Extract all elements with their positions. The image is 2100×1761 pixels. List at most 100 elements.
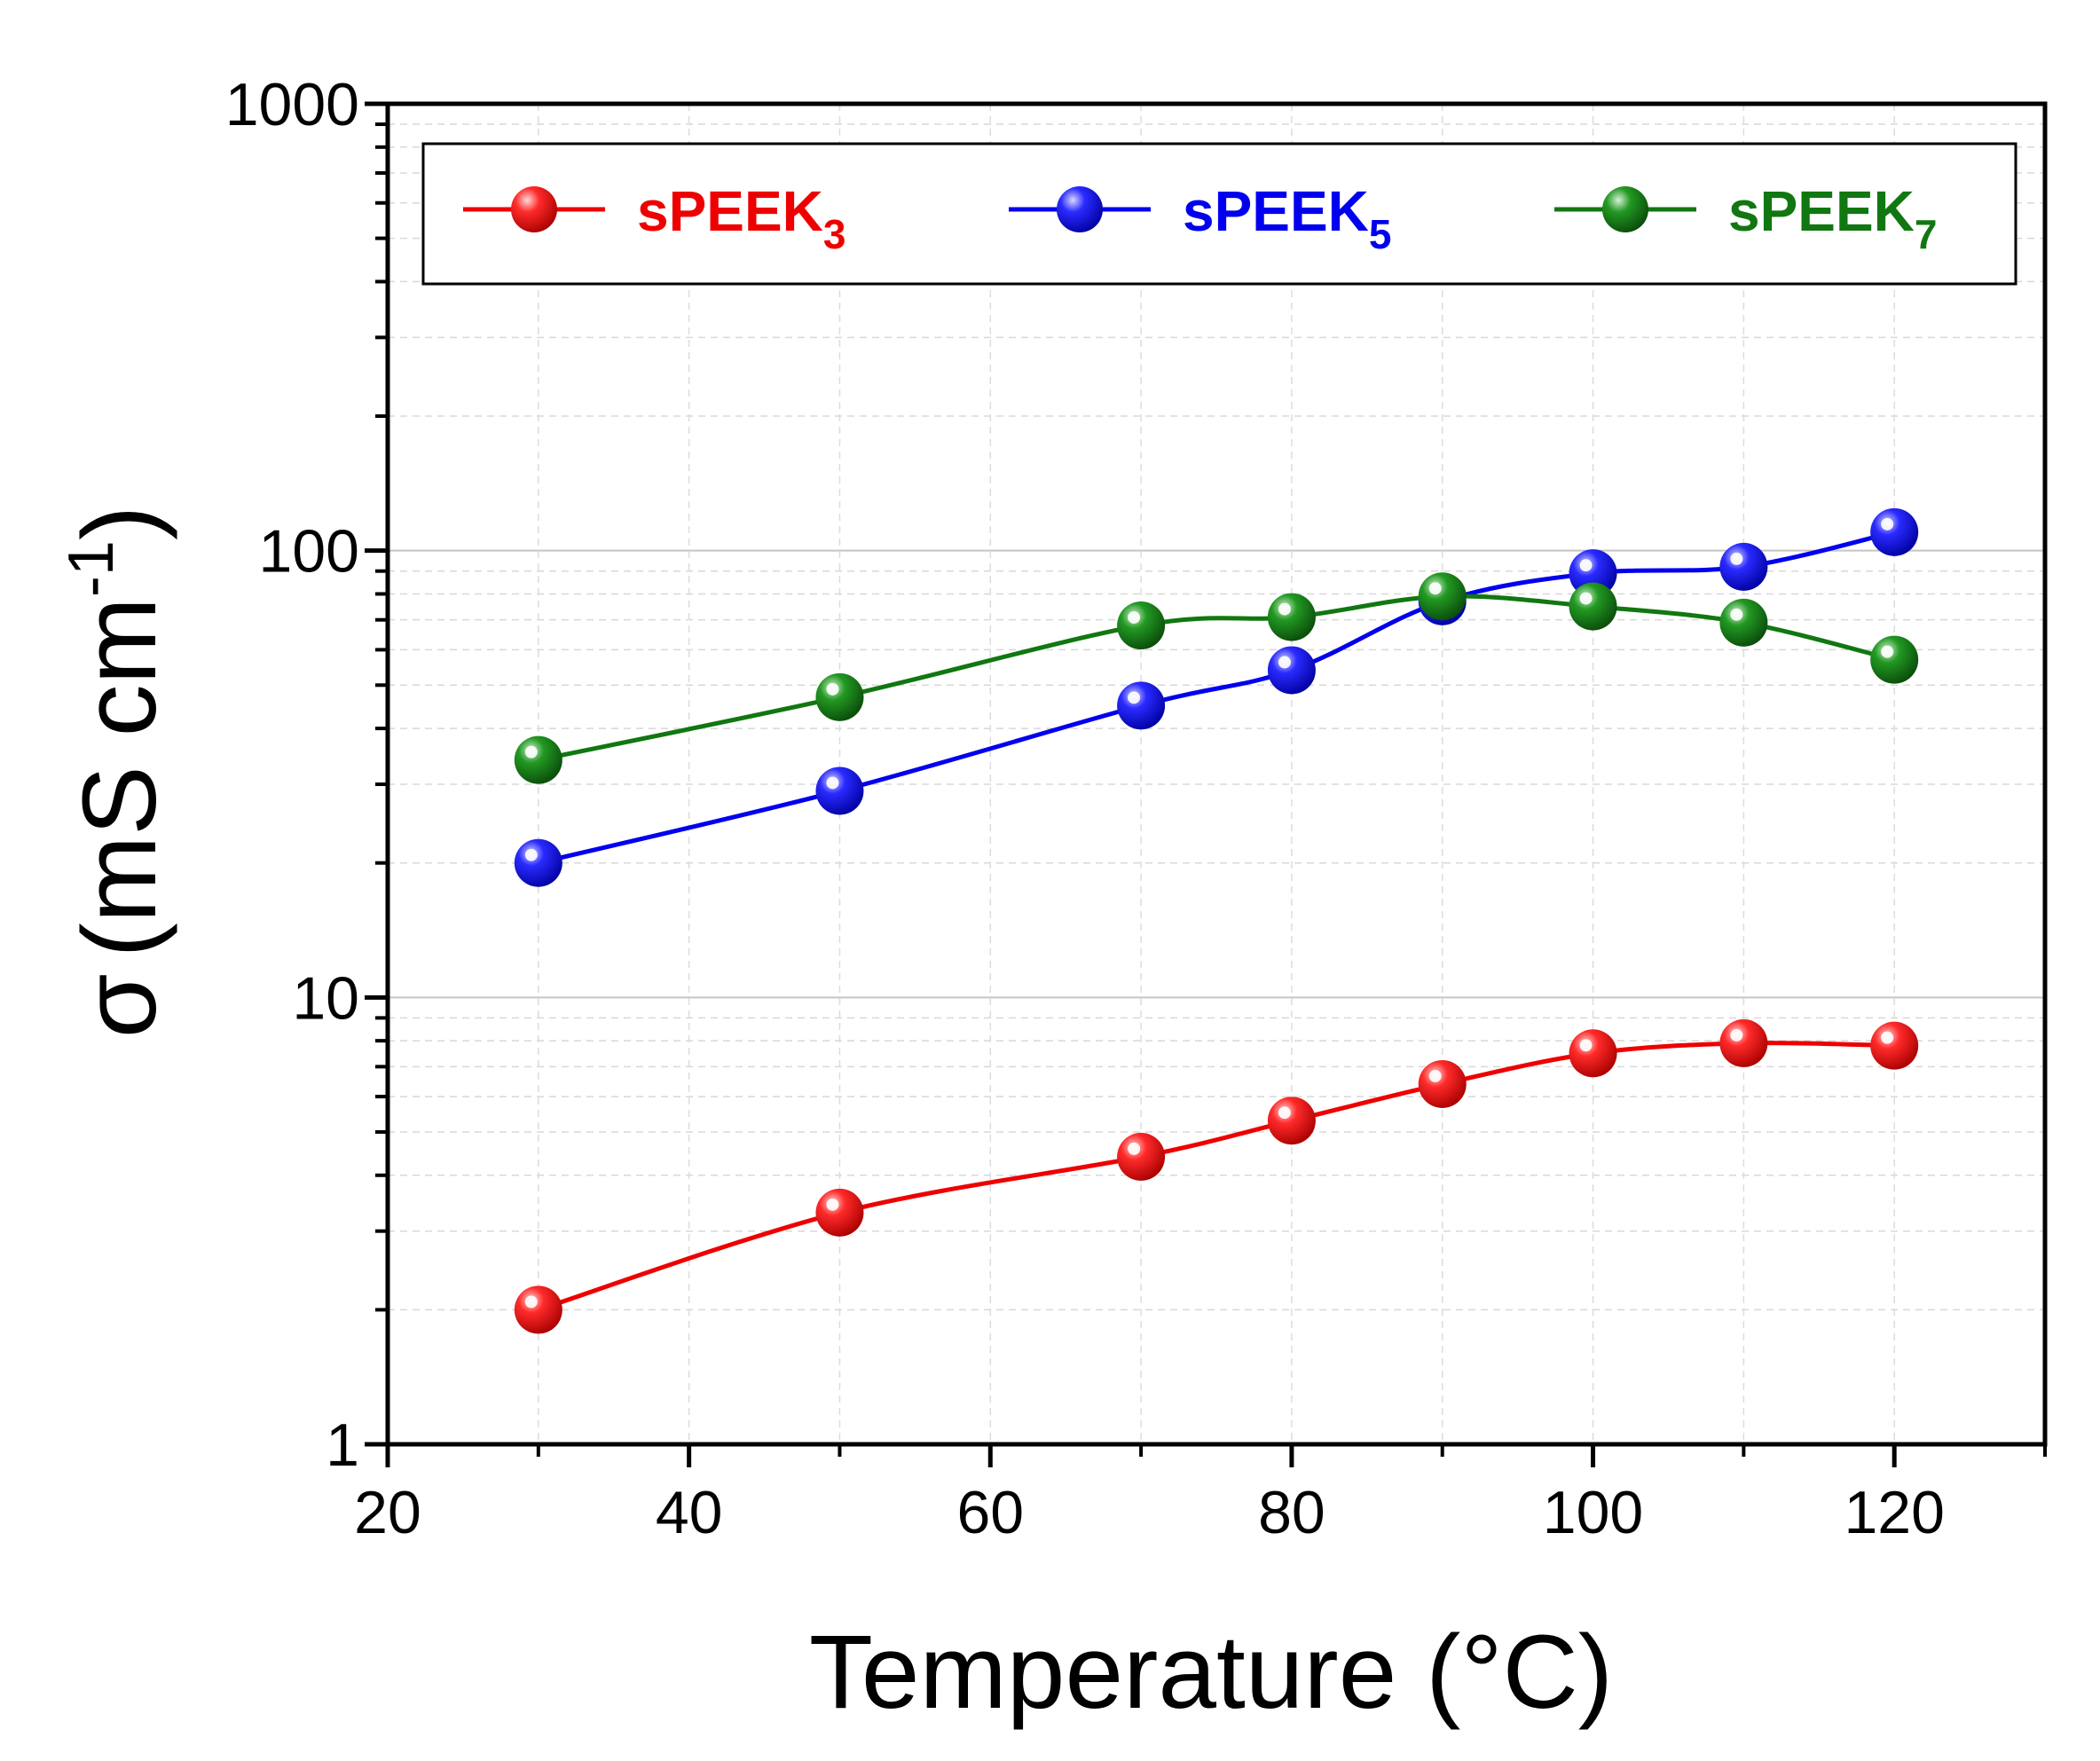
series-lines — [538, 530, 1895, 1312]
point-highlight — [1278, 656, 1291, 669]
legend: sPEEK3 sPEEK5 sPEEK7 — [421, 142, 2017, 286]
plot-frame — [385, 101, 2048, 1447]
point-highlight — [826, 776, 839, 790]
legend-entry-speek5: sPEEK5 — [1009, 179, 1391, 257]
point-marker — [1719, 598, 1768, 647]
point-marker — [514, 838, 562, 887]
point-marker — [1719, 542, 1768, 591]
data-point-speek3 — [514, 1285, 562, 1334]
data-point-speek7 — [1719, 598, 1768, 647]
x-axis-title: Temperature (°C) — [809, 1614, 1613, 1731]
point-highlight — [1730, 1028, 1743, 1042]
point-marker — [1569, 549, 1617, 598]
data-point-speek7 — [1267, 593, 1316, 641]
series-line-speek5 — [538, 530, 1895, 866]
point-highlight — [1128, 691, 1141, 704]
axes — [365, 101, 2048, 1467]
point-marker — [1267, 1097, 1316, 1145]
data-point-speek3 — [1569, 1029, 1617, 1078]
y-tick-label: 100 — [259, 518, 359, 586]
x-tick-label: 60 — [956, 1479, 1024, 1546]
point-highlight — [1579, 559, 1593, 572]
point-marker — [815, 1188, 864, 1237]
point-highlight — [1278, 602, 1291, 616]
data-point-speek5 — [514, 838, 562, 887]
legend-box — [421, 142, 2017, 286]
data-point-speek5 — [815, 767, 864, 815]
data-point-speek7 — [1870, 635, 1919, 684]
legend-label-speek5-base: sPEEK — [1183, 179, 1369, 243]
legend-label-speek7-sub: 7 — [1915, 211, 1938, 257]
point-marker — [1418, 572, 1467, 621]
x-tick-label: 40 — [656, 1479, 723, 1546]
data-point-speek7 — [514, 735, 562, 784]
point-marker — [514, 1285, 562, 1334]
point-highlight — [1881, 1031, 1894, 1044]
data-point-speek5 — [1569, 549, 1617, 598]
point-marker — [514, 735, 562, 784]
point-marker — [1870, 1021, 1919, 1070]
y-tick-label: 1000 — [225, 71, 359, 138]
point-highlight — [1579, 592, 1593, 605]
point-highlight — [826, 682, 839, 696]
y-axis-close-paren: ) — [61, 506, 178, 540]
legend-marker-speek5 — [1057, 186, 1103, 232]
point-highlight — [1730, 552, 1743, 565]
point-highlight — [524, 745, 538, 759]
point-highlight — [1730, 608, 1743, 621]
legend-label-speek5: sPEEK5 — [1183, 179, 1391, 257]
data-point-speek7 — [815, 672, 864, 721]
x-tick-label: 120 — [1844, 1479, 1944, 1546]
y-tick-label: 1 — [326, 1411, 359, 1479]
point-highlight — [826, 1198, 839, 1211]
legend-label-speek3: sPEEK3 — [637, 179, 846, 257]
data-point-speek3 — [1418, 1059, 1467, 1108]
point-marker — [1117, 681, 1166, 730]
x-tick-label: 100 — [1543, 1479, 1643, 1546]
point-highlight — [1128, 1142, 1141, 1155]
data-points — [514, 507, 1919, 1334]
point-marker — [1117, 1132, 1166, 1181]
data-point-speek3 — [815, 1188, 864, 1237]
series-line-speek3 — [538, 1041, 1895, 1312]
x-tick-label: 20 — [354, 1479, 421, 1546]
point-highlight — [524, 848, 538, 861]
legend-entry-speek7: sPEEK7 — [1554, 179, 1937, 257]
y-tick-label: 10 — [292, 964, 359, 1032]
legend-label-speek7-base: sPEEK — [1728, 179, 1915, 243]
point-marker — [815, 672, 864, 721]
point-marker — [1569, 582, 1617, 631]
data-point-speek5 — [1719, 542, 1768, 591]
legend-label-speek3-sub: 3 — [823, 211, 846, 257]
point-marker — [1870, 635, 1919, 684]
point-highlight — [1428, 582, 1442, 595]
y-axis-title: σ (mS cm-1) — [56, 506, 178, 1039]
point-highlight — [1278, 1106, 1291, 1120]
point-highlight — [1128, 611, 1141, 625]
point-marker — [1117, 601, 1166, 650]
legend-marker-speek3 — [511, 186, 557, 232]
point-marker — [1267, 646, 1316, 695]
data-point-speek5 — [1267, 646, 1316, 695]
grid-lines — [388, 104, 2045, 1444]
legend-label-speek5-sub: 5 — [1369, 211, 1392, 257]
point-marker — [1418, 1059, 1467, 1108]
data-point-speek3 — [1870, 1021, 1919, 1070]
data-point-speek7 — [1117, 601, 1166, 650]
legend-entry-speek3: sPEEK3 — [463, 179, 846, 257]
point-highlight — [1428, 1069, 1442, 1082]
point-highlight — [1881, 645, 1894, 658]
data-point-speek7 — [1418, 572, 1467, 621]
point-highlight — [524, 1295, 538, 1309]
data-point-speek3 — [1719, 1018, 1768, 1067]
point-highlight — [1579, 1039, 1593, 1052]
data-point-speek5 — [1117, 681, 1166, 730]
point-highlight — [1881, 517, 1894, 531]
data-point-speek7 — [1569, 582, 1617, 631]
point-marker — [1870, 507, 1919, 556]
legend-label-speek3-base: sPEEK — [637, 179, 823, 243]
series-line-speek7 — [538, 594, 1895, 763]
y-axis-unit: (mS cm — [61, 597, 178, 957]
data-point-speek5 — [1870, 507, 1919, 556]
